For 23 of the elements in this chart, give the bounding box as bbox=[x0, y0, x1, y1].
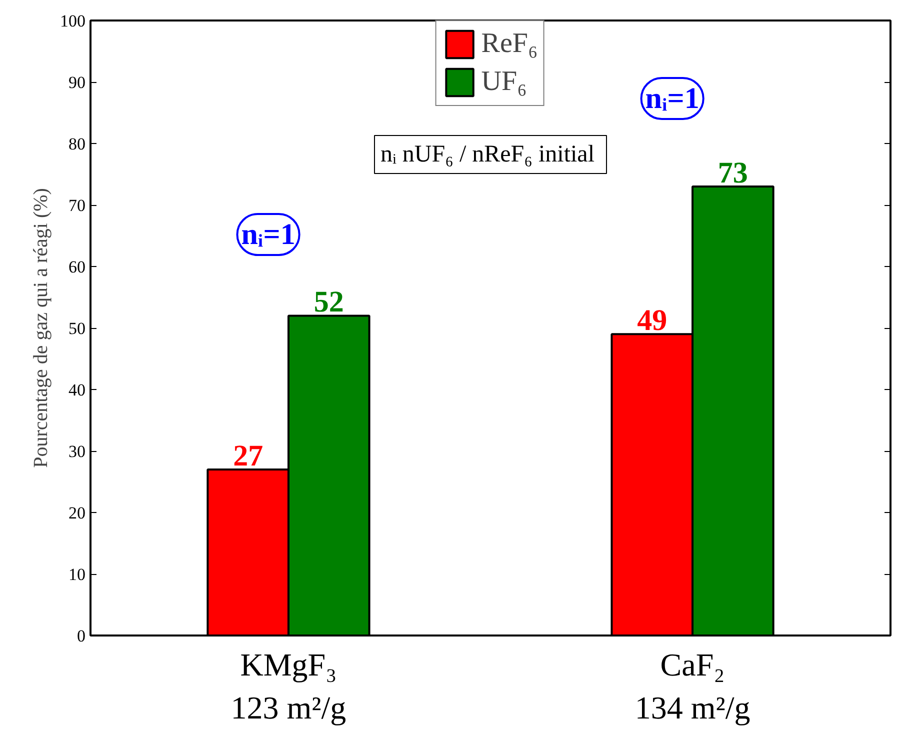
y-tick-label: 40 bbox=[68, 380, 86, 400]
y-tick-label: 60 bbox=[68, 258, 86, 276]
legend-label: ReF₆ bbox=[481, 28, 538, 60]
x-tick-label: KMgF₃ 123 m²/g bbox=[230, 646, 346, 726]
x-tick-label: CaF₂ 134 m²/g bbox=[634, 646, 750, 726]
data-label: 73 bbox=[718, 156, 748, 190]
annotation: nᵢ nUF₆ / nReF₆ initial bbox=[380, 142, 595, 168]
y-tick-label: 80 bbox=[68, 134, 86, 154]
y-tick-label: 0 bbox=[77, 626, 86, 646]
y-tick-label: 20 bbox=[68, 504, 86, 522]
data-label: 52 bbox=[314, 286, 344, 319]
y-tick-label: 90 bbox=[68, 73, 86, 92]
y-tick-label: 100 bbox=[60, 12, 86, 30]
y-tick-label: 10 bbox=[68, 565, 86, 584]
legend-label: UF₆ bbox=[481, 66, 527, 98]
data-label: 49 bbox=[637, 304, 668, 338]
annotation: nᵢ=1 bbox=[241, 218, 296, 251]
y-axis-title: Pourcentage de gaz qui a réagi (%) bbox=[30, 188, 52, 468]
y-tick-label: 30 bbox=[68, 442, 86, 461]
y-tick-label: 70 bbox=[68, 196, 86, 215]
y-tick-label: 50 bbox=[68, 319, 86, 338]
annotation: nᵢ=1 bbox=[645, 82, 700, 115]
data-label: 27 bbox=[233, 439, 264, 472]
